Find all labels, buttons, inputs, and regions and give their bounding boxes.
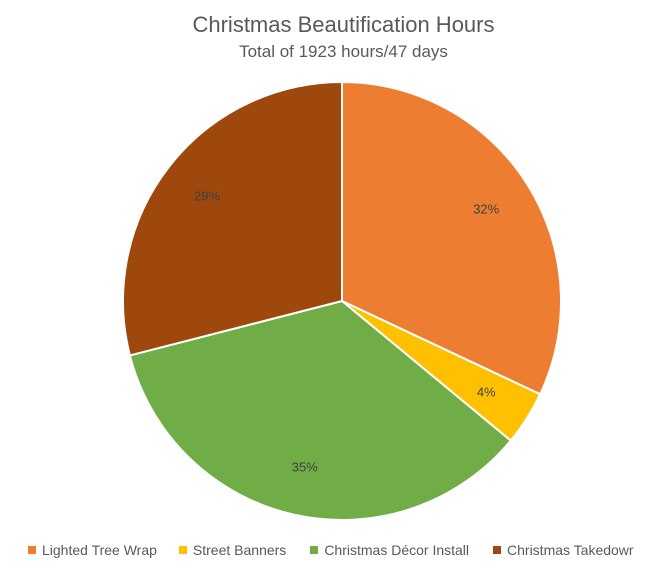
pie-slice-christmas-takedowr <box>122 80 343 357</box>
pie-slice-lighted-tree-wrap <box>341 80 562 396</box>
pie-data-label: 32% <box>473 201 499 216</box>
legend-item-street-banners: Street Banners <box>178 542 287 558</box>
legend-label: Christmas Takedowr <box>507 542 634 558</box>
pie-slice-christmas-d-cor-install <box>128 299 513 521</box>
pie-data-labels: 32% 4% 35% 29% <box>194 188 500 474</box>
legend-label: Christmas Décor Install <box>324 542 470 558</box>
legend-swatch <box>310 546 319 554</box>
legend-swatch <box>493 546 502 554</box>
pie-data-label: 35% <box>292 460 318 475</box>
legend-swatch <box>178 546 187 554</box>
legend-label: Street Banners <box>192 542 287 558</box>
pie-slices <box>122 80 562 521</box>
pie-data-label: 29% <box>194 188 220 203</box>
pie-data-label: 4% <box>477 385 496 400</box>
legend-item-lighted-tree-wrap: Lighted Tree Wrap <box>28 542 157 558</box>
chart-legend: Lighted Tree Wrap Street Banners Christm… <box>28 540 634 560</box>
legend-item-christmas-decor-install: Christmas Décor Install <box>310 542 469 558</box>
legend-item-christmas-takedown: Christmas Takedowr <box>493 542 634 558</box>
chart-subtitle: Total of 1923 hours/47 days <box>239 42 448 61</box>
legend-swatch <box>28 546 36 554</box>
legend-label: Lighted Tree Wrap <box>42 542 157 558</box>
chart-title: Christmas Beautification Hours <box>192 12 495 37</box>
